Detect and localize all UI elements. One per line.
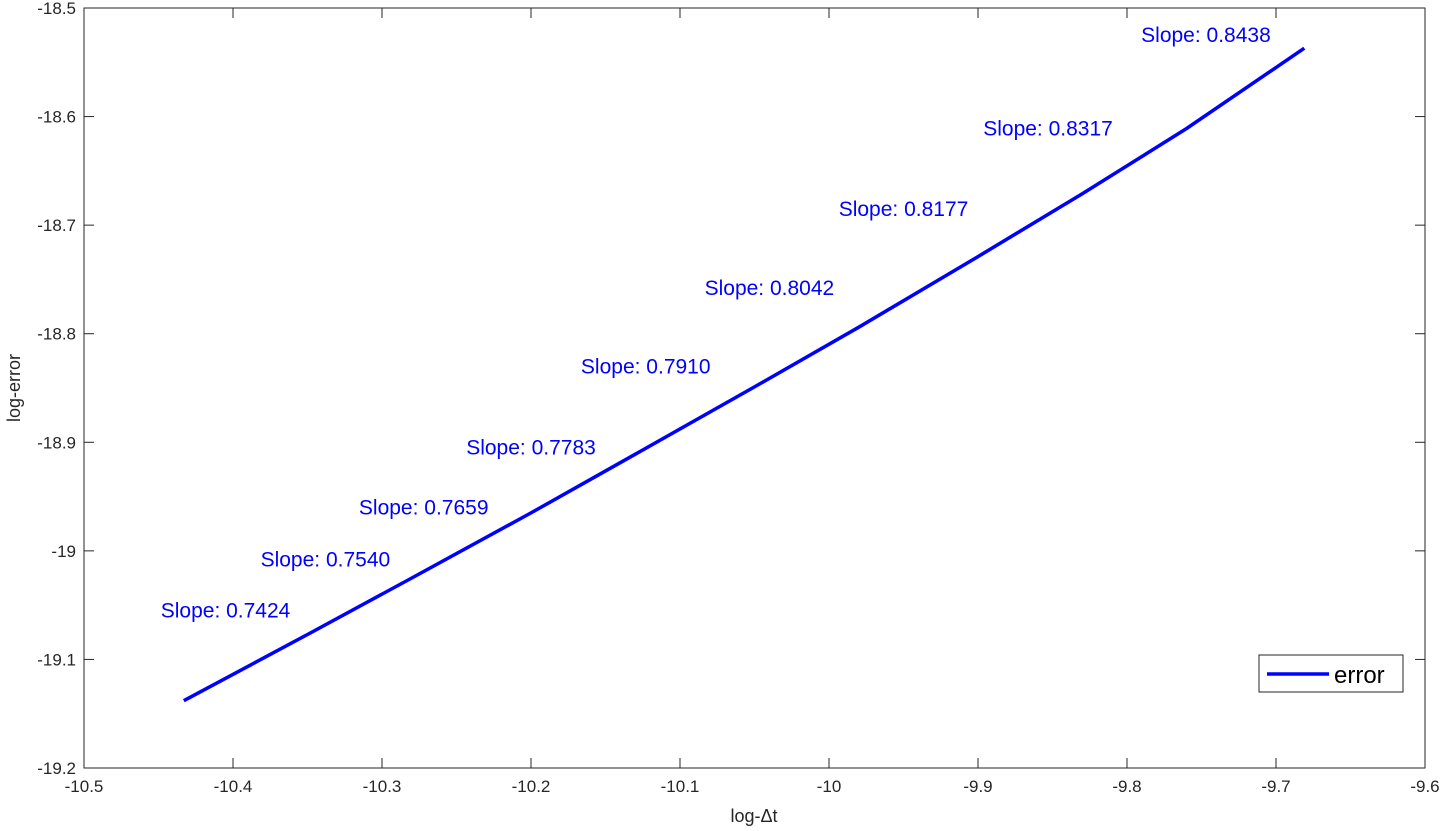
slope-label: Slope: 0.8438 bbox=[1141, 24, 1271, 47]
slope-label: Slope: 0.7424 bbox=[161, 600, 291, 623]
x-tick-labels: -10.5 -10.4 -10.3 -10.2 -10.1 -10 -9.9 -9.8 -9.7… bbox=[65, 777, 1440, 796]
slope-annotations: Slope: 0.7424 Slope: 0.7540 Slope: 0.7659 S… bbox=[161, 24, 1271, 622]
y-axis-label: log-error bbox=[4, 354, 24, 422]
x-tick-label: -10 bbox=[817, 777, 842, 796]
y-tick-label: -18.9 bbox=[37, 433, 76, 452]
x-axis-label: log-Δt bbox=[730, 806, 777, 826]
series-layer bbox=[182, 46, 1306, 703]
slope-label: Slope: 0.7910 bbox=[581, 355, 711, 378]
y-tick-labels: -18.5 -18.6 -18.7 -18.8 -18.9 -19 -19.1 -19.2 bbox=[37, 0, 76, 778]
slope-label: Slope: 0.8042 bbox=[705, 277, 835, 300]
x-tick-label: -9.6 bbox=[1410, 777, 1439, 796]
x-tick-label: -10.3 bbox=[363, 777, 402, 796]
legend-label: error bbox=[1334, 662, 1385, 689]
slope-label: Slope: 0.8177 bbox=[839, 198, 969, 221]
y-tick-label: -18.5 bbox=[37, 0, 76, 18]
x-tick-label: -10.1 bbox=[661, 777, 700, 796]
y-tick-label: -18.7 bbox=[37, 216, 76, 235]
x-tick-label: -10.2 bbox=[512, 777, 551, 796]
x-tick-label: -9.8 bbox=[1112, 777, 1141, 796]
slope-label: Slope: 0.8317 bbox=[983, 118, 1113, 141]
y-tick-label: -19.1 bbox=[37, 650, 76, 669]
y-tick-label: -19.2 bbox=[37, 759, 76, 778]
x-tick-label: -9.7 bbox=[1261, 777, 1290, 796]
y-tick-label: -18.6 bbox=[37, 108, 76, 127]
axis-ticks bbox=[83, 7, 1426, 769]
y-tick-label: -18.8 bbox=[37, 325, 76, 344]
series-line-error bbox=[182, 46, 1306, 703]
x-tick-label: -10.4 bbox=[214, 777, 253, 796]
y-tick-label: -19 bbox=[51, 542, 76, 561]
slope-label: Slope: 0.7659 bbox=[359, 496, 489, 519]
slope-label: Slope: 0.7783 bbox=[466, 437, 596, 460]
slope-label: Slope: 0.7540 bbox=[261, 549, 391, 572]
x-tick-label: -9.9 bbox=[963, 777, 992, 796]
x-tick-label: -10.5 bbox=[65, 777, 104, 796]
legend[interactable]: error bbox=[1258, 654, 1404, 693]
